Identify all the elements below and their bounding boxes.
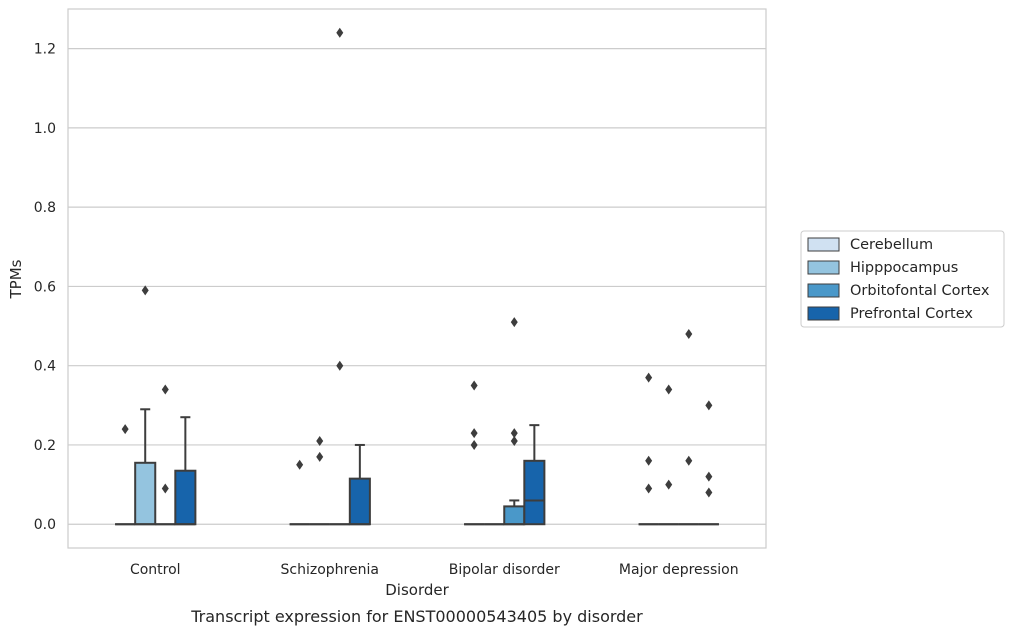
chart-caption: Transcript expression for ENST0000054340… [190,607,643,626]
box-group [698,400,719,526]
outlier-point [705,471,713,482]
outlier-point [470,428,478,439]
x-tick-label: Control [130,562,181,578]
legend-label: Prefrontal Cortex [850,306,973,322]
x-tick-label: Bipolar disorder [449,562,560,578]
legend-label: Hipppocampus [850,260,958,276]
boxes [115,27,719,526]
box [523,459,546,526]
legend-label: Cerebellum [850,237,933,253]
y-tick-label: 0.0 [34,517,56,533]
x-tick-labels: Control Schizophrenia Bipolar disorder Majo… [130,562,739,578]
y-axis-label: TPMs [7,259,25,299]
legend-swatch [807,237,840,252]
box-group [155,384,176,526]
outlier-point [645,483,653,494]
outlier-point [470,380,478,391]
box-group [134,285,157,526]
box-group [289,459,310,526]
outlier-point [645,372,653,383]
box-group [503,317,526,526]
box-group [658,384,679,526]
box-group [464,380,485,526]
y-tick-label: 0.4 [34,359,56,375]
x-axis-label: Disorder [385,581,449,599]
box-group [523,424,546,526]
legend-swatch [807,306,840,321]
outlier-point [336,360,344,371]
x-tick-label: Schizophrenia [281,562,379,578]
outlier-point [665,479,673,490]
legend-swatch [807,283,840,298]
box-group [329,27,350,526]
outlier-point [161,384,169,395]
legend-label: Orbitofontal Cortex [850,283,990,299]
y-tick-label: 0.2 [34,438,56,454]
outlier-point [316,451,324,462]
box-group [348,443,371,526]
plot-area [68,9,766,548]
outlier-point [665,384,673,395]
legend-frame [800,230,1005,328]
box-group [309,435,330,526]
outlier-point [705,487,713,498]
outlier-point [161,483,169,494]
y-tick-label: 1.0 [34,121,56,137]
y-tick-labels: 0.0 0.2 0.4 0.6 0.8 1.0 1.2 [34,42,56,534]
box [174,469,197,526]
outlier-point [336,27,344,38]
legend-swatch [807,260,840,275]
outlier-point [141,285,149,296]
box-group [678,328,699,526]
box-group [174,416,197,526]
box-group [115,424,136,526]
outlier-point [645,455,653,466]
y-tick-label: 0.8 [34,200,56,216]
outlier-point [316,435,324,446]
outlier-point [510,317,518,328]
outlier-point [685,455,693,466]
box [134,461,157,526]
outlier-point [470,439,478,450]
outlier-point [510,428,518,439]
legend: Cerebellum Hipppocampus Orbitofontal Corte… [800,230,1005,328]
outlier-point [510,435,518,446]
box-group [638,372,659,526]
gridlines [68,48,766,525]
box [348,477,371,526]
box [503,505,526,526]
outlier-point [705,400,713,411]
x-tick-label: Major depression [619,562,739,578]
outlier-point [121,424,129,435]
plot-frame [67,8,767,549]
y-tick-label: 1.2 [34,42,56,58]
y-tick-label: 0.6 [34,279,56,295]
outlier-point [685,328,693,339]
outlier-point [296,459,304,470]
